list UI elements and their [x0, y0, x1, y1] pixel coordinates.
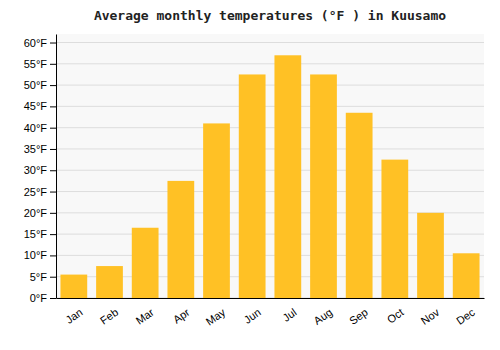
tick: Oct	[385, 306, 406, 326]
tick-label: 25°F	[24, 186, 48, 198]
tick-label: 45°F	[24, 100, 48, 112]
tick-label: 15°F	[24, 228, 48, 240]
tick: Apr	[171, 306, 192, 326]
tick-label: Apr	[171, 306, 192, 326]
bar	[417, 213, 444, 298]
x-axis: Jan Feb Mar Apr May Jun Jul Aug Sep Oct Nov Dec	[57, 299, 485, 328]
tick-mark	[50, 85, 56, 86]
bar	[96, 266, 123, 298]
grid-line	[56, 85, 484, 86]
grid-line	[56, 42, 484, 43]
tick: Nov	[418, 306, 441, 327]
bar	[346, 113, 373, 298]
tick-mark	[50, 149, 56, 150]
grid-line	[56, 148, 484, 149]
tick: 25°F	[24, 186, 56, 198]
plot-area: 0°F 5°F 10°F 15°F 20°F 25°F 30°F 35°F 40°F 45°F 50…	[24, 34, 485, 328]
bar	[453, 253, 480, 298]
tick: 60°F	[24, 37, 56, 49]
bar	[381, 160, 408, 298]
tick: 10°F	[24, 249, 56, 261]
tick-label: Oct	[385, 306, 406, 326]
axis-line	[56, 35, 57, 299]
y-axis: 0°F 5°F 10°F 15°F 20°F 25°F 30°F 35°F 40°F 45°F 50…	[24, 35, 57, 305]
tick-label: 30°F	[24, 164, 48, 176]
tick-label: 20°F	[24, 207, 48, 219]
tick-mark	[50, 64, 56, 65]
tick-label: 60°F	[24, 37, 48, 49]
tick-label: 35°F	[24, 143, 48, 155]
tick-label: Sep	[347, 306, 370, 327]
tick: Feb	[98, 306, 120, 327]
bar	[203, 123, 230, 298]
grid-line	[56, 170, 484, 171]
grid-line	[56, 191, 484, 192]
tick-label: 0°F	[30, 292, 48, 304]
tick-label: May	[203, 306, 227, 328]
tick-mark	[50, 277, 56, 278]
tick-label: 40°F	[24, 122, 48, 134]
tick-mark	[50, 298, 56, 299]
plot-background	[56, 34, 484, 298]
tick-label: 50°F	[24, 79, 48, 91]
tick-mark	[50, 106, 56, 107]
tick-label: Nov	[418, 306, 441, 327]
tick-mark	[50, 213, 56, 214]
tick: 45°F	[24, 100, 56, 112]
tick: 35°F	[24, 143, 56, 155]
tick: Aug	[311, 306, 334, 327]
tick-label: Jun	[242, 306, 263, 326]
tick: 40°F	[24, 122, 56, 134]
tick: 30°F	[24, 164, 56, 176]
tick: 15°F	[24, 228, 56, 240]
tick-label: Mar	[134, 306, 157, 327]
tick-label: Aug	[311, 306, 334, 327]
tick-label: Dec	[454, 306, 477, 327]
tick: Dec	[454, 306, 477, 327]
tick-label: Jul	[280, 306, 298, 324]
tick-mark	[50, 234, 56, 235]
tick-mark	[50, 43, 56, 44]
grid-line	[56, 127, 484, 128]
tick-label: Jan	[63, 306, 84, 326]
grid	[56, 43, 484, 298]
tick-label: 55°F	[24, 58, 48, 70]
bar	[60, 275, 87, 298]
title: Average monthly temperatures (°F ) in Ku…	[94, 8, 446, 23]
tick: Sep	[347, 306, 370, 327]
bar	[310, 74, 337, 298]
tick: Jan	[63, 306, 84, 326]
tick-label: 5°F	[30, 271, 48, 283]
tick: Jul	[280, 306, 298, 324]
bar	[274, 55, 301, 298]
tick: May	[203, 306, 227, 328]
chart: 0°F 5°F 10°F 15°F 20°F 25°F 30°F 35°F 40°F 45°F 50…	[0, 0, 500, 350]
grid-line	[56, 106, 484, 107]
tick-mark	[50, 192, 56, 193]
bar	[167, 181, 194, 298]
tick: 50°F	[24, 79, 56, 91]
tick-mark	[50, 128, 56, 129]
tick: Mar	[134, 306, 157, 327]
tick-mark	[50, 255, 56, 256]
bars	[60, 55, 479, 298]
axis-line	[57, 298, 485, 299]
tick: 55°F	[24, 58, 56, 70]
bar	[239, 74, 266, 298]
tick: Jun	[242, 306, 263, 326]
tick-label: Feb	[98, 306, 120, 327]
tick: 20°F	[24, 207, 56, 219]
tick: 0°F	[30, 292, 56, 304]
grid-line	[56, 63, 484, 64]
tick-mark	[50, 170, 56, 171]
tick: 5°F	[30, 271, 56, 283]
tick-label: 10°F	[24, 249, 48, 261]
bar	[132, 228, 159, 298]
